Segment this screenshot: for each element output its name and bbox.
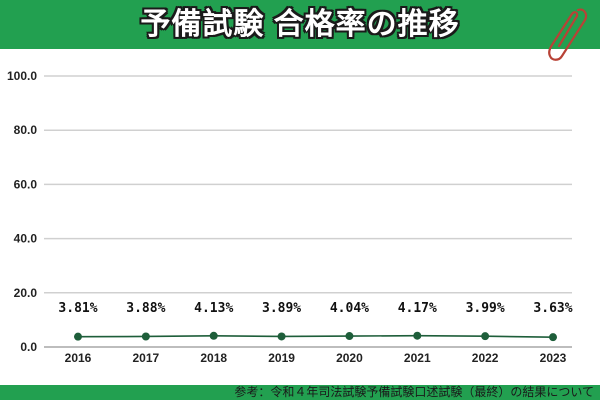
x-tick-label: 2016 — [65, 351, 92, 365]
footer-bar: 参考：令和４年司法試験予備試験口述試験（最終）の結果について — [0, 385, 600, 400]
y-tick-label: 80.0 — [14, 123, 38, 137]
series-line — [77, 334, 554, 338]
data-point — [481, 332, 490, 341]
data-point — [209, 331, 218, 340]
source-note: 参考：令和４年司法試験予備試験口述試験（最終）の結果について — [234, 385, 594, 399]
data-point — [345, 332, 354, 341]
data-label: 3.89% — [262, 301, 301, 316]
x-tick-label: 2020 — [336, 351, 363, 365]
data-point — [413, 331, 422, 340]
x-tick-label: 2022 — [472, 351, 499, 365]
y-tick-label: 40.0 — [14, 232, 38, 246]
data-label: 3.99% — [466, 301, 505, 316]
data-label: 3.81% — [58, 301, 97, 316]
data-point — [74, 332, 82, 341]
y-tick-label: 60.0 — [14, 177, 38, 191]
x-tick-label: 2017 — [133, 351, 160, 365]
paperclip-icon — [548, 8, 588, 61]
y-tick-label: 0.0 — [20, 340, 37, 354]
line-chart: 0.0 20.0 40.0 60.0 80.0 100.0 3.81% 2016 3.88% 20… — [7, 69, 573, 365]
x-tick-label: 2018 — [200, 351, 227, 365]
data-point — [549, 333, 557, 342]
x-tick-label: 2021 — [404, 351, 431, 365]
y-tick-label: 100.0 — [7, 69, 37, 83]
x-tick-label: 2019 — [268, 351, 295, 365]
data-point — [277, 332, 286, 341]
title-banner: 予備試験 合格率の推移 — [0, 0, 600, 49]
x-tick-label: 2023 — [540, 351, 567, 365]
data-label: 4.13% — [194, 301, 233, 316]
data-label: 4.17% — [398, 301, 437, 316]
data-point — [141, 332, 150, 341]
page-title: 予備試験 合格率の推移 — [140, 8, 460, 41]
y-tick-label: 20.0 — [14, 286, 38, 300]
data-label: 3.63% — [533, 301, 572, 316]
data-label: 4.04% — [330, 301, 369, 316]
data-label: 3.88% — [126, 301, 165, 316]
